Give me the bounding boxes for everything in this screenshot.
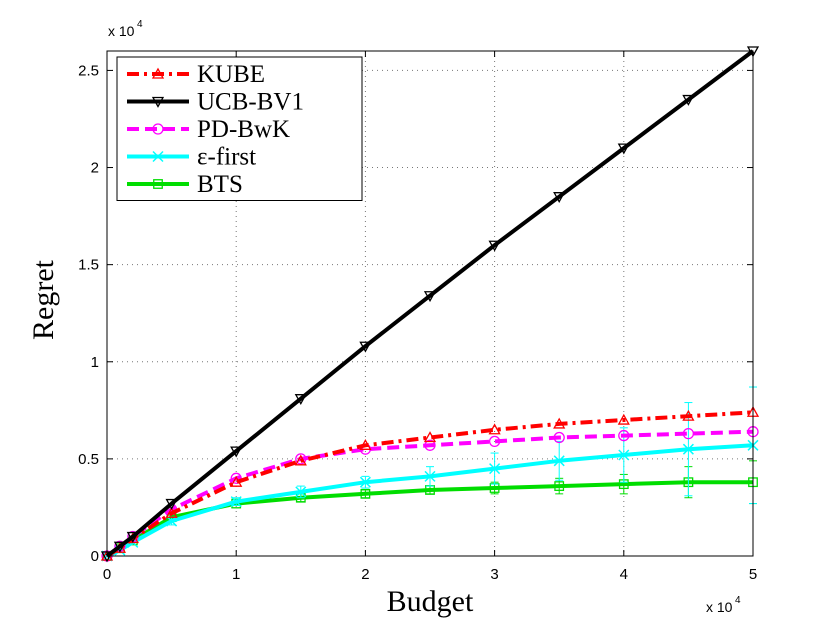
data-point: [230, 496, 242, 508]
data-point: [360, 488, 371, 499]
y-axis-label: Regret: [27, 259, 60, 340]
data-point: [553, 431, 565, 444]
ticks: 0 1 2 3 4 5 0 0.5 1 1.5 2 2.5: [78, 51, 757, 583]
data-point: [126, 531, 139, 543]
y-tick-label: 2.5: [78, 62, 99, 79]
data-point: [294, 454, 307, 466]
x-multiplier-label: x 10: [706, 599, 733, 615]
data-point: [295, 486, 307, 498]
x-axis-label: Budget: [387, 585, 474, 618]
data-point: [423, 431, 437, 443]
data-point: [165, 498, 178, 510]
data-point: [682, 409, 695, 421]
legend-label: KUBE: [197, 61, 265, 88]
x-tick-label: 1: [232, 566, 240, 583]
series-line: [105, 429, 754, 558]
data-point: [424, 439, 436, 451]
y-tick-label: 2: [91, 160, 99, 177]
data-point: [682, 427, 695, 440]
series-line: [105, 49, 755, 558]
data-point: [682, 94, 695, 106]
data-point: [618, 449, 630, 461]
legend-marker: [152, 123, 164, 135]
y-multiplier-label: x 10: [108, 23, 135, 39]
series-layer: [100, 46, 760, 563]
y-tick-label: 0.5: [78, 451, 99, 468]
data-point: [359, 438, 372, 450]
legend-marker: [153, 179, 163, 189]
data-point: [618, 429, 630, 442]
x-tick-label: 2: [361, 566, 369, 583]
y-tick-label: 1.5: [78, 257, 99, 274]
data-point: [424, 470, 436, 482]
data-point: [294, 394, 307, 406]
x-tick-label: 0: [103, 566, 111, 583]
data-point: [553, 192, 566, 204]
data-point: [488, 435, 501, 448]
y-tick-label: 0: [91, 548, 99, 565]
x-tick-label: 5: [749, 566, 757, 583]
data-point: [230, 475, 243, 487]
data-point: [230, 472, 242, 484]
plot-frame: [106, 50, 754, 557]
legend-marker: [151, 67, 165, 79]
data-point: [488, 240, 501, 252]
data-point: [617, 413, 630, 425]
legend-label: UCB-BV1: [197, 89, 304, 116]
legend-marker: [152, 150, 164, 163]
y-tick-label: 1: [91, 354, 99, 371]
y-multiplier-exp: 4: [137, 19, 143, 30]
legend-marker: [151, 96, 165, 108]
data-point: [165, 506, 178, 518]
data-point: [553, 455, 565, 467]
data-point: [617, 143, 630, 155]
data-point: [230, 446, 243, 458]
x-tick-label: 3: [490, 566, 498, 583]
legend-label: PD-BwK: [197, 116, 290, 143]
data-point: [423, 291, 437, 303]
data-point: [682, 443, 694, 455]
data-point: [359, 341, 372, 353]
x-tick-label: 4: [620, 566, 628, 583]
legend-box: [116, 56, 363, 201]
legend-label: ε-first: [197, 144, 256, 171]
x-multiplier-exp: 4: [735, 595, 741, 606]
data-point: [295, 453, 307, 465]
data-point: [554, 481, 565, 491]
data-point: [488, 423, 501, 435]
data-point: [359, 476, 371, 488]
legend-label: BTS: [197, 171, 243, 198]
data-point: [553, 417, 566, 429]
data-point: [489, 463, 501, 475]
data-point: [113, 541, 127, 553]
